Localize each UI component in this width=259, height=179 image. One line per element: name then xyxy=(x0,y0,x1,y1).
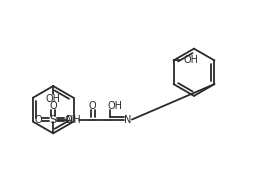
Text: O: O xyxy=(64,115,72,125)
Text: NH: NH xyxy=(66,115,80,125)
Text: O: O xyxy=(35,115,42,125)
Text: O: O xyxy=(49,101,57,111)
Text: OH: OH xyxy=(108,101,123,111)
Text: O: O xyxy=(89,101,96,111)
Text: OH: OH xyxy=(46,94,61,104)
Text: S: S xyxy=(50,115,57,125)
Text: N: N xyxy=(124,115,132,125)
Text: OH: OH xyxy=(183,55,198,66)
